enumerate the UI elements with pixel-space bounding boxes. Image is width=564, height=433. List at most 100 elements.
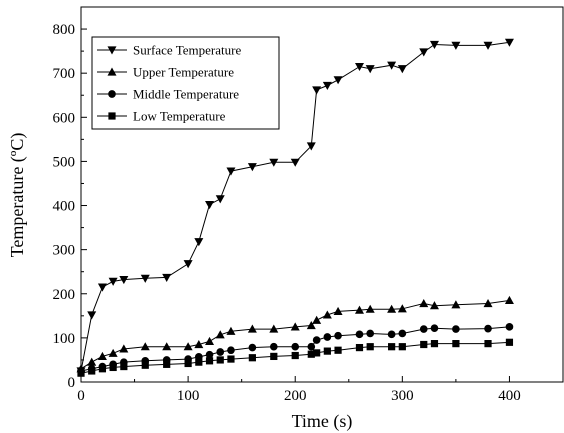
data-point-surface-temperature xyxy=(290,158,300,167)
data-point-low-temperature xyxy=(184,359,192,368)
data-point-upper-temperature xyxy=(205,336,215,346)
data-point-middle-temperature xyxy=(355,330,364,339)
data-point-middle-temperature xyxy=(312,336,321,344)
data-point-upper-temperature xyxy=(354,305,364,314)
data-point-middle-temperature xyxy=(484,324,492,333)
data-point-surface-temperature xyxy=(226,167,236,176)
data-point-low-temperature xyxy=(227,355,235,363)
y-tick-label: 700 xyxy=(53,66,76,82)
y-axis-ticks: 0 100 200 300 400 500 600 700 800 xyxy=(53,22,87,391)
data-point-surface-temperature xyxy=(269,158,279,167)
data-point-middle-temperature xyxy=(323,333,332,341)
data-point-upper-temperature xyxy=(397,304,407,313)
data-point-middle-temperature xyxy=(398,329,407,338)
data-point-low-temperature xyxy=(313,349,321,357)
data-point-surface-temperature xyxy=(397,65,407,74)
x-tick-label: 300 xyxy=(391,388,414,404)
data-point-low-temperature xyxy=(195,358,203,366)
data-point-surface-temperature xyxy=(354,62,364,72)
data-point-low-temperature xyxy=(484,340,492,348)
data-point-surface-temperature xyxy=(451,41,461,50)
legend: Surface Temperature Upper Temperature Midd… xyxy=(91,36,280,130)
data-point-surface-temperature xyxy=(483,41,493,50)
data-point-low-temperature xyxy=(323,347,331,355)
data-point-upper-temperature xyxy=(183,342,193,351)
data-point-upper-temperature xyxy=(333,306,343,316)
data-point-low-temperature xyxy=(307,350,315,358)
legend-label: Low Temperature xyxy=(133,109,226,124)
data-point-upper-temperature xyxy=(162,342,172,351)
data-point-low-temperature xyxy=(430,340,439,348)
series-line-middle-temperature xyxy=(80,326,510,372)
x-tick-label: 0 xyxy=(77,388,85,404)
data-point-upper-temperature xyxy=(306,321,316,330)
data-point-upper-temperature xyxy=(504,295,514,304)
data-point-upper-temperature xyxy=(290,322,300,331)
data-point-surface-temperature xyxy=(429,40,439,49)
data-point-middle-temperature xyxy=(269,342,278,351)
series-line-low-temperature xyxy=(80,341,510,374)
y-tick-label: 400 xyxy=(53,199,76,215)
data-point-low-temperature xyxy=(388,343,396,351)
data-point-upper-temperature xyxy=(322,310,332,319)
x-tick-label: 200 xyxy=(284,388,307,404)
data-point-middle-temperature xyxy=(430,324,439,333)
data-point-surface-temperature xyxy=(97,283,107,292)
data-point-low-temperature xyxy=(77,369,85,377)
data-point-middle-temperature xyxy=(452,325,460,333)
data-point-surface-temperature xyxy=(333,76,343,85)
legend-label: Surface Temperature xyxy=(133,43,241,58)
data-point-surface-temperature xyxy=(194,238,204,247)
data-point-upper-temperature xyxy=(97,351,107,361)
data-point-surface-temperature xyxy=(205,201,215,210)
data-point-upper-temperature xyxy=(247,324,257,333)
y-axis-title: Temperature (ºC) xyxy=(7,133,28,258)
data-point-middle-temperature xyxy=(205,350,214,359)
data-point-low-temperature xyxy=(141,361,149,369)
data-point-low-temperature xyxy=(88,367,96,375)
data-point-low-temperature xyxy=(334,346,342,354)
x-axis-ticks: 0 100 200 300 400 xyxy=(77,376,521,404)
series-line-surface-temperature xyxy=(80,41,510,372)
data-point-surface-temperature xyxy=(387,61,397,70)
series-layer xyxy=(76,38,514,377)
data-point-middle-temperature xyxy=(419,325,428,333)
data-point-surface-temperature xyxy=(247,163,257,172)
data-point-middle-temperature xyxy=(248,343,257,352)
data-point-middle-temperature xyxy=(505,323,514,331)
y-tick-label: 600 xyxy=(53,110,76,126)
data-point-upper-temperature xyxy=(429,301,439,310)
data-point-surface-temperature xyxy=(87,311,97,320)
data-point-upper-temperature xyxy=(365,304,375,313)
data-point-surface-temperature xyxy=(108,277,118,286)
x-tick-label: 100 xyxy=(177,388,200,404)
data-point-surface-temperature xyxy=(140,274,150,283)
data-point-surface-temperature xyxy=(119,276,129,285)
data-point-surface-temperature xyxy=(162,273,172,282)
data-point-low-temperature xyxy=(163,360,171,368)
data-point-low-temperature xyxy=(505,338,514,346)
data-point-upper-temperature xyxy=(312,315,322,324)
data-point-upper-temperature xyxy=(387,304,397,313)
data-point-upper-temperature xyxy=(215,330,225,339)
legend-label: Upper Temperature xyxy=(133,65,234,80)
data-point-low-temperature xyxy=(248,354,256,362)
legend-marker xyxy=(107,46,117,55)
data-point-surface-temperature xyxy=(365,65,375,74)
data-point-upper-temperature xyxy=(194,340,204,349)
data-point-surface-temperature xyxy=(504,38,514,47)
legend-marker xyxy=(108,90,116,98)
data-point-low-temperature xyxy=(420,340,428,349)
data-point-upper-temperature xyxy=(140,342,150,351)
data-point-upper-temperature xyxy=(483,298,493,308)
data-point-low-temperature xyxy=(216,356,224,364)
data-point-upper-temperature xyxy=(451,300,461,309)
data-point-middle-temperature xyxy=(366,329,375,338)
data-point-low-temperature xyxy=(109,363,117,372)
data-point-middle-temperature xyxy=(307,342,316,351)
legend-marker xyxy=(108,112,116,120)
data-point-middle-temperature xyxy=(291,342,300,351)
plot-frame xyxy=(80,6,564,383)
data-point-low-temperature xyxy=(270,352,278,361)
